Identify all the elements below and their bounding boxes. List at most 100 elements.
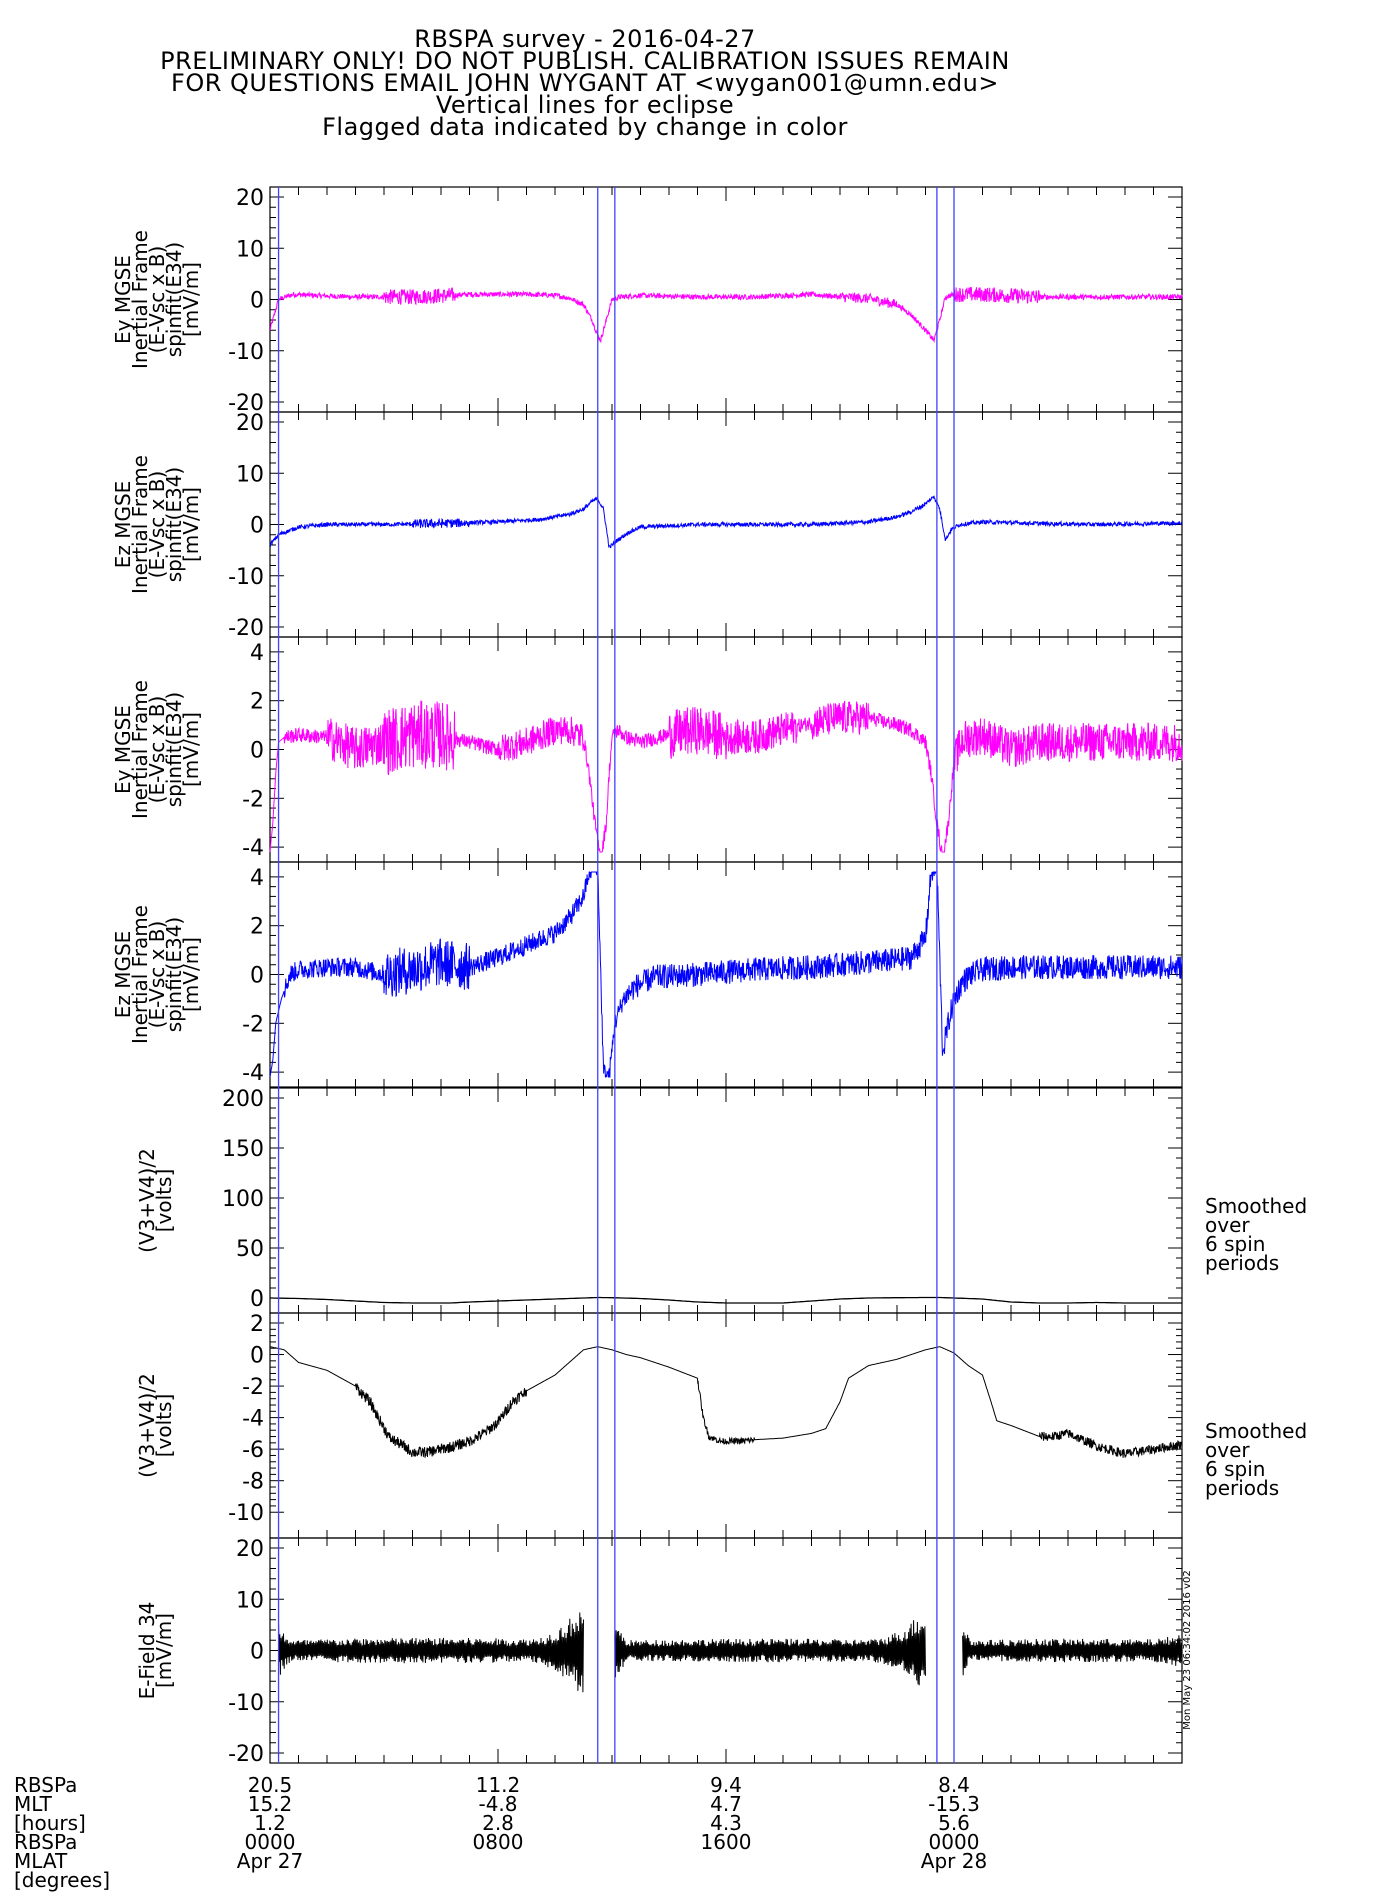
y-axis-label-line: [mV/m]: [179, 487, 203, 562]
x-column-label: -15.3: [928, 1792, 980, 1816]
y-tick-label: 4: [250, 641, 264, 666]
x-column-label: 0000: [245, 1830, 296, 1854]
title-line-2: PRELIMINARY ONLY! DO NOT PUBLISH. CALIBR…: [160, 47, 1010, 75]
y-tick-label: 0: [250, 289, 264, 314]
x-row-label: [hours]: [14, 1811, 86, 1835]
y-tick-label: 2: [250, 1312, 264, 1337]
series-line: [269, 287, 1183, 344]
series-line: [614, 1620, 926, 1686]
panel-annotation-line: Smoothed: [1205, 1419, 1307, 1443]
series-line: [269, 871, 1183, 1078]
y-tick-label: 20: [236, 411, 264, 436]
y-axis-label-line: (E-Vsc x B): [145, 921, 169, 1029]
y-axis-label-line: (V3+V4)/2: [135, 1373, 159, 1478]
series-line: [269, 700, 1183, 853]
y-axis-label-line: spinfit(E34): [162, 692, 186, 807]
panel-frame-5: [269, 1087, 1183, 1314]
x-column-label: 0800: [473, 1830, 524, 1854]
panel-annotation-line: periods: [1205, 1476, 1279, 1500]
x-column-label: 8.4: [938, 1773, 970, 1797]
y-tick-label: -10: [228, 340, 264, 365]
series-line: [270, 1296, 1182, 1304]
y-axis-label-line: (V3+V4)/2: [135, 1148, 159, 1253]
panel-annotation-line: over: [1205, 1438, 1250, 1462]
x-column-label: 2.8: [482, 1811, 514, 1835]
x-column-label: Apr 28: [921, 1849, 987, 1873]
y-axis-label-line: Ez MGSE: [111, 481, 135, 569]
y-axis-label-line: (E-Vsc x B): [145, 246, 169, 354]
y-tick-label: -10: [228, 565, 264, 590]
y-tick-label: -10: [228, 1501, 264, 1526]
y-axis-label-line: [mV/m]: [179, 937, 203, 1012]
x-row-label: [degrees]: [14, 1868, 110, 1892]
x-column-label: 0000: [929, 1830, 980, 1854]
y-tick-label: -20: [228, 391, 264, 416]
series-line: [278, 1612, 584, 1693]
title-line-5: Flagged data indicated by change in colo…: [322, 113, 848, 141]
x-row-label: RBSPa: [14, 1830, 77, 1854]
y-axis-label-line: Ey MGSE: [111, 255, 135, 344]
x-column-label: 9.4: [710, 1773, 742, 1797]
y-tick-label: 200: [222, 1087, 264, 1112]
y-tick-label: 0: [250, 964, 264, 989]
y-tick-label: 0: [250, 1287, 264, 1312]
y-tick-label: 10: [236, 462, 264, 487]
y-axis-label-line: [mV/m]: [179, 262, 203, 337]
y-tick-label: -8: [242, 1470, 264, 1495]
y-tick-label: -4: [242, 836, 264, 861]
y-tick-label: 100: [222, 1187, 264, 1212]
panel-frame-1: [269, 186, 1183, 413]
panel-annotation-line: periods: [1205, 1251, 1279, 1275]
y-tick-label: 50: [236, 1237, 264, 1262]
y-tick-label: -4: [242, 1407, 264, 1432]
y-axis-label-line: E-Field 34: [135, 1602, 159, 1700]
panel-annotation-line: Smoothed: [1205, 1194, 1307, 1218]
x-column-label: 15.2: [248, 1792, 293, 1816]
panel-annotation-line: 6 spin: [1205, 1457, 1265, 1481]
x-row-label: MLAT: [14, 1849, 68, 1873]
y-axis-label-line: spinfit(E34): [162, 242, 186, 357]
y-tick-label: 10: [236, 1588, 264, 1613]
x-column-label: 11.2: [476, 1773, 521, 1797]
x-column-label: 4.3: [710, 1811, 742, 1835]
y-tick-label: 10: [236, 237, 264, 262]
y-tick-label: 2: [250, 915, 264, 940]
y-axis-label-line: [volts]: [152, 1394, 176, 1458]
x-column-label: 1.2: [254, 1811, 286, 1835]
y-tick-label: 4: [250, 866, 264, 891]
y-tick-label: -4: [242, 1061, 264, 1086]
y-tick-label: -10: [228, 1691, 264, 1716]
y-axis-label-line: Ey MGSE: [111, 705, 135, 794]
y-tick-label: 20: [236, 186, 264, 211]
title-line-3: FOR QUESTIONS EMAIL JOHN WYGANT AT <wyga…: [171, 69, 999, 97]
y-axis-label-line: Inertial Frame: [128, 230, 152, 369]
y-axis-label-line: (E-Vsc x B): [145, 471, 169, 579]
x-column-label: 4.7: [710, 1792, 742, 1816]
x-column-label: 5.6: [938, 1811, 970, 1835]
x-row-label: RBSPa: [14, 1773, 77, 1797]
y-tick-label: 0: [250, 739, 264, 764]
panel-frame-6: [269, 1312, 1183, 1539]
y-tick-label: -6: [242, 1438, 264, 1463]
x-column-label: -4.8: [478, 1792, 517, 1816]
x-column-label: 1600: [701, 1830, 752, 1854]
y-tick-label: 0: [250, 1344, 264, 1369]
y-tick-label: -2: [242, 1375, 264, 1400]
y-axis-label-line: Ez MGSE: [111, 931, 135, 1019]
y-axis-label-line: Inertial Frame: [128, 455, 152, 594]
y-axis-label-line: [mV/m]: [179, 712, 203, 787]
y-tick-label: 0: [250, 514, 264, 539]
y-tick-label: 20: [236, 1537, 264, 1562]
series-line: [270, 1346, 1183, 1458]
y-tick-label: 2: [250, 690, 264, 715]
y-tick-label: -20: [228, 616, 264, 641]
y-axis-label-line: spinfit(E34): [162, 467, 186, 582]
x-column-label: Apr 27: [237, 1849, 303, 1873]
title-line-1: RBSPA survey - 2016-04-27: [414, 25, 756, 53]
y-tick-label: -2: [242, 787, 264, 812]
panel-annotation-line: over: [1205, 1213, 1250, 1237]
y-axis-label-line: spinfit(E34): [162, 917, 186, 1032]
y-tick-label: 150: [222, 1137, 264, 1162]
y-axis-label-line: (E-Vsc x B): [145, 696, 169, 804]
